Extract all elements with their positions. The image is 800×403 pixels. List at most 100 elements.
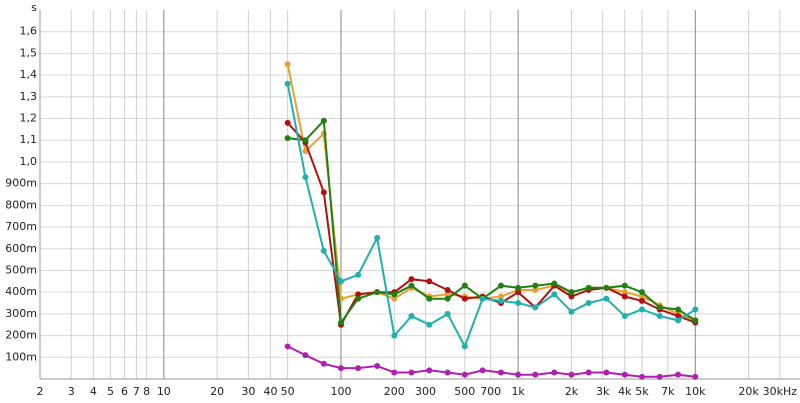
series-line — [286, 83, 696, 349]
data-point — [284, 80, 291, 87]
y-tick-label: 500m — [5, 263, 37, 276]
y-tick-label: 100m — [5, 350, 37, 363]
data-point — [444, 287, 451, 294]
data-point — [461, 343, 468, 350]
data-point — [302, 174, 309, 181]
data-point — [515, 300, 522, 307]
data-point — [391, 291, 398, 298]
data-point — [479, 295, 486, 302]
data-point — [302, 148, 309, 155]
x-tick-label: 7k — [661, 385, 675, 398]
data-point — [444, 369, 451, 376]
data-point — [621, 282, 628, 289]
data-point — [302, 137, 309, 144]
x-tick-label: 8 — [143, 385, 150, 398]
y-tick-label: 700m — [5, 220, 37, 233]
data-point — [638, 306, 645, 313]
data-point — [374, 289, 381, 296]
data-point — [532, 304, 539, 311]
data-point — [320, 189, 327, 196]
y-tick-label: 1,1 — [20, 133, 38, 146]
x-tick-label: 10 — [157, 385, 171, 398]
data-point — [320, 117, 327, 124]
y-tick-label: 800m — [5, 198, 37, 211]
y-tick-label: 1,0 — [20, 155, 38, 168]
y-tick-label: 600m — [5, 242, 37, 255]
data-point — [532, 287, 539, 294]
y-unit: s — [31, 1, 37, 14]
x-tick-label: 20 — [210, 385, 224, 398]
y-tick-label: 1,6 — [20, 25, 38, 38]
data-point — [568, 289, 575, 296]
data-point — [302, 352, 309, 359]
data-point — [408, 276, 415, 283]
data-point — [337, 319, 344, 326]
data-point — [284, 135, 291, 142]
data-point — [461, 371, 468, 378]
data-point — [638, 289, 645, 296]
data-point — [497, 369, 504, 376]
data-point — [585, 300, 592, 307]
x-tick-label: 4 — [90, 385, 97, 398]
x-tick-label: 5k — [635, 385, 649, 398]
data-point — [675, 306, 682, 313]
x-tick-label: 30 — [241, 385, 255, 398]
y-tick-label: 1,2 — [20, 112, 38, 125]
y-tick-label: 300m — [5, 307, 37, 320]
x-tick-label: 40 — [263, 385, 277, 398]
data-point — [337, 278, 344, 285]
data-point — [692, 317, 699, 324]
data-point — [621, 371, 628, 378]
x-tick-label: 300 — [415, 385, 436, 398]
data-point — [656, 304, 663, 311]
y-tick-label: 400m — [5, 285, 37, 298]
series-line — [287, 118, 696, 326]
x-tick-label: 7 — [133, 385, 140, 398]
data-point — [355, 271, 362, 278]
data-point — [355, 365, 362, 372]
y-tick-label: 1,5 — [20, 46, 38, 59]
data-point — [479, 367, 486, 374]
data-point — [515, 289, 522, 296]
data-point — [638, 293, 645, 300]
data-point — [675, 317, 682, 324]
data-point — [621, 313, 628, 320]
x-tick-label: 100 — [330, 385, 351, 398]
data-point — [692, 373, 699, 380]
data-point — [532, 282, 539, 289]
x-tick-label: 4k — [618, 385, 632, 398]
x-tick-label: 1k — [511, 385, 525, 398]
x-tick-label: 6 — [121, 385, 128, 398]
y-tick-label: 200m — [5, 329, 37, 342]
data-point — [603, 284, 610, 291]
data-point — [284, 119, 291, 126]
data-point — [408, 369, 415, 376]
x-tick-label: 3k — [596, 385, 610, 398]
data-point — [355, 291, 362, 298]
data-point — [284, 61, 291, 68]
data-point — [497, 282, 504, 289]
data-point — [444, 310, 451, 317]
data-point — [408, 282, 415, 289]
data-point — [603, 295, 610, 302]
data-point — [320, 247, 327, 254]
data-point — [337, 365, 344, 372]
data-point — [675, 313, 682, 320]
data-point — [585, 284, 592, 291]
y-tick-label: 1,3 — [20, 90, 38, 103]
data-point — [568, 371, 575, 378]
data-point — [374, 362, 381, 369]
data-point — [391, 369, 398, 376]
data-point — [568, 293, 575, 300]
data-point — [426, 367, 433, 374]
data-point — [426, 295, 433, 302]
data-point — [461, 295, 468, 302]
data-point — [515, 371, 522, 378]
data-point — [284, 343, 291, 350]
data-point — [568, 308, 575, 315]
y-tick-label: 1,4 — [20, 68, 38, 81]
data-point — [532, 371, 539, 378]
data-point — [461, 282, 468, 289]
data-point — [692, 306, 699, 313]
